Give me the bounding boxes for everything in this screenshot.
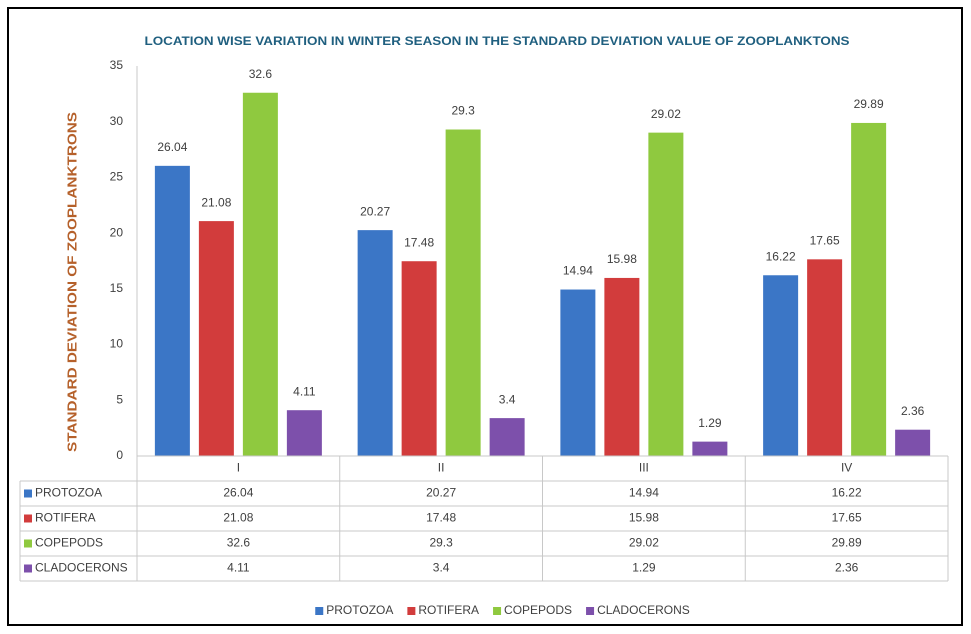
table-row-label: PROTOZOA xyxy=(35,486,102,500)
legend-key xyxy=(407,607,416,615)
bar xyxy=(604,277,640,456)
bar xyxy=(807,259,843,456)
y-tick-label: 30 xyxy=(110,114,124,128)
table-cell: 1.29 xyxy=(632,561,656,575)
y-tick-label: 25 xyxy=(110,170,124,184)
x-tick-label: IV xyxy=(841,461,852,475)
bar xyxy=(198,221,234,456)
data-label: 1.29 xyxy=(698,416,722,430)
table-cell: 17.48 xyxy=(426,511,456,525)
table-cell: 29.02 xyxy=(629,536,659,550)
data-label: 4.11 xyxy=(293,384,316,398)
data-label: 17.48 xyxy=(404,235,434,249)
data-label: 26.04 xyxy=(157,140,187,154)
table-legend-key xyxy=(24,539,32,548)
y-tick-label: 0 xyxy=(116,448,123,462)
y-tick-label: 15 xyxy=(110,281,124,295)
bar xyxy=(357,230,393,456)
table-legend-key xyxy=(24,489,32,498)
data-label: 17.65 xyxy=(810,234,840,248)
table-cell: 2.36 xyxy=(835,561,859,575)
table-row-label: CLADOCERONS xyxy=(35,561,128,575)
legend-label: PROTOZOA xyxy=(326,603,393,617)
legend-key xyxy=(586,607,595,615)
table-cell: 26.04 xyxy=(223,486,253,500)
table-cell: 4.11 xyxy=(227,561,250,575)
legend-label: CLADOCERONS xyxy=(597,603,690,617)
y-tick-label: 5 xyxy=(116,392,123,406)
x-tick-label: I xyxy=(237,461,240,475)
data-label: 3.4 xyxy=(499,392,516,406)
bar xyxy=(445,129,481,456)
data-label: 14.94 xyxy=(563,264,593,278)
bar xyxy=(286,410,322,456)
x-tick-label: III xyxy=(639,461,649,475)
bar xyxy=(489,418,525,456)
bar xyxy=(648,132,684,457)
bar xyxy=(242,92,278,456)
chart-title: LOCATION WISE VARIATION IN WINTER SEASON… xyxy=(145,34,850,48)
table-cell: 17.65 xyxy=(832,511,862,525)
bar xyxy=(763,275,799,456)
data-label: 2.36 xyxy=(901,404,925,418)
bar xyxy=(154,165,190,456)
legend-key xyxy=(315,607,324,615)
data-label: 29.3 xyxy=(451,104,475,118)
table-cell: 20.27 xyxy=(426,486,456,500)
x-tick-label: II xyxy=(438,461,445,475)
data-label: 29.89 xyxy=(854,97,884,111)
table-cell: 29.89 xyxy=(832,536,862,550)
y-tick-label: 35 xyxy=(110,58,124,72)
data-label: 29.02 xyxy=(651,107,681,121)
table-cell: 16.22 xyxy=(832,486,862,500)
y-tick-label: 10 xyxy=(110,337,124,351)
bar xyxy=(895,429,931,456)
table-cell: 21.08 xyxy=(223,511,253,525)
legend-label: ROTIFERA xyxy=(418,603,479,617)
bar xyxy=(401,261,437,456)
table-row-label: ROTIFERA xyxy=(35,511,96,525)
table-cell: 3.4 xyxy=(433,561,450,575)
table-cell: 32.6 xyxy=(227,536,251,550)
bar xyxy=(692,441,728,456)
table-cell: 29.3 xyxy=(429,536,453,550)
bar xyxy=(560,289,596,456)
table-legend-key xyxy=(24,564,32,573)
legend-label: COPEPODS xyxy=(504,603,572,617)
data-label: 15.98 xyxy=(607,252,637,266)
table-legend-key xyxy=(24,514,32,523)
data-label: 32.6 xyxy=(249,67,273,81)
table-cell: 14.94 xyxy=(629,486,659,500)
bar xyxy=(851,122,887,456)
data-label: 20.27 xyxy=(360,204,390,218)
y-tick-label: 20 xyxy=(110,225,124,239)
y-axis-label: STANDARD DEVIATION OF ZOOPLANKTRONS xyxy=(64,112,79,452)
data-label: 21.08 xyxy=(201,195,231,209)
legend-key xyxy=(493,607,502,615)
data-label: 16.22 xyxy=(766,249,796,263)
table-row-label: COPEPODS xyxy=(35,536,103,550)
table-cell: 15.98 xyxy=(629,511,659,525)
